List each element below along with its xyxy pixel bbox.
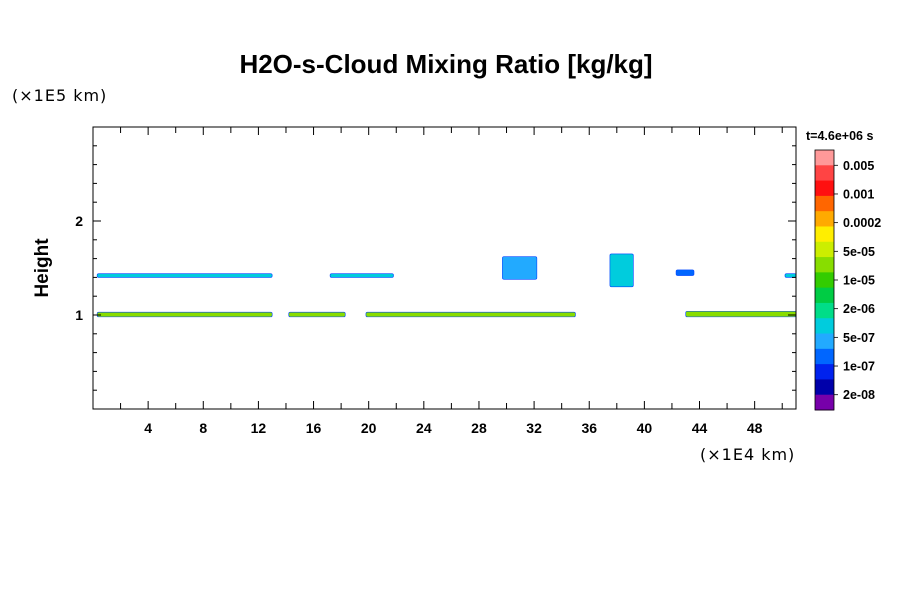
plot-frame bbox=[92, 126, 797, 410]
cloud-region bbox=[329, 273, 394, 278]
colorbar-swatch bbox=[815, 150, 834, 166]
colorbar-swatch bbox=[815, 180, 834, 197]
cloud-region bbox=[784, 273, 797, 278]
chart-title: H2O-s-Cloud Mixing Ratio [kg/kg] bbox=[239, 49, 652, 79]
x-unit-label: (×1E4 km) bbox=[700, 445, 795, 464]
colorbar-label: 5e-05 bbox=[843, 245, 875, 259]
x-tick-label: 4 bbox=[144, 420, 152, 436]
cloud-region bbox=[609, 253, 634, 288]
colorbar-label: 0.005 bbox=[843, 159, 874, 173]
y-axis-label: Height bbox=[32, 238, 53, 298]
time-label: t=4.6e+06 s bbox=[806, 129, 873, 143]
colorbar-label: 2e-08 bbox=[843, 388, 875, 402]
cloud-region bbox=[96, 273, 273, 278]
colorbar-swatch bbox=[815, 287, 834, 304]
x-tick-label: 32 bbox=[526, 420, 542, 436]
colorbar-swatch bbox=[815, 318, 834, 335]
x-tick-label: 36 bbox=[581, 420, 597, 436]
colorbar-label: 0.001 bbox=[843, 187, 874, 201]
colorbar-swatch bbox=[815, 272, 834, 289]
colorbar-label: 1e-05 bbox=[843, 274, 875, 288]
colorbar-swatch bbox=[815, 226, 834, 243]
x-tick-label: 28 bbox=[471, 420, 487, 436]
cloud-regions bbox=[96, 253, 797, 318]
y-unit-label: (×1E5 km) bbox=[12, 86, 107, 105]
cloud-region bbox=[502, 256, 538, 280]
y-tick-label: 2 bbox=[75, 213, 83, 229]
colorbar-label: 0.0002 bbox=[843, 216, 881, 230]
cloud-region bbox=[675, 269, 695, 276]
colorbar-swatch bbox=[815, 165, 834, 182]
colorbar-swatch bbox=[815, 394, 834, 411]
x-tick-label: 20 bbox=[361, 420, 377, 436]
colorbar-swatch bbox=[815, 257, 834, 273]
cloud-region bbox=[685, 310, 797, 318]
colorbar-swatch bbox=[815, 348, 834, 365]
x-tick-label: 40 bbox=[637, 420, 653, 436]
colorbar-swatch bbox=[815, 379, 834, 396]
x-tick-label: 24 bbox=[416, 420, 432, 436]
cloud-region bbox=[365, 311, 576, 318]
colorbar-swatch bbox=[815, 211, 834, 227]
colorbar-label: 5e-07 bbox=[843, 331, 875, 345]
colorbar-swatch bbox=[815, 333, 834, 350]
colorbar-swatch bbox=[815, 241, 834, 258]
x-tick-label: 44 bbox=[692, 420, 708, 436]
x-tick-label: 16 bbox=[306, 420, 322, 436]
x-tick-label: 8 bbox=[199, 420, 207, 436]
colorbar-swatch bbox=[815, 195, 834, 212]
colorbar-label: 1e-07 bbox=[843, 360, 875, 374]
cloud-region bbox=[96, 311, 273, 318]
colorbar-label: 2e-06 bbox=[843, 302, 875, 316]
colorbar-swatch bbox=[815, 302, 834, 319]
colorbar: 0.005 0.001 0.0002 5e-05 1e-05 2e-06 5e-07 1e-0… bbox=[814, 149, 881, 411]
y-tick-label: 1 bbox=[75, 307, 83, 323]
x-tick-label: 48 bbox=[747, 420, 763, 436]
cloud-region bbox=[288, 311, 346, 318]
colorbar-swatch bbox=[815, 364, 834, 380]
x-tick-label: 12 bbox=[251, 420, 267, 436]
